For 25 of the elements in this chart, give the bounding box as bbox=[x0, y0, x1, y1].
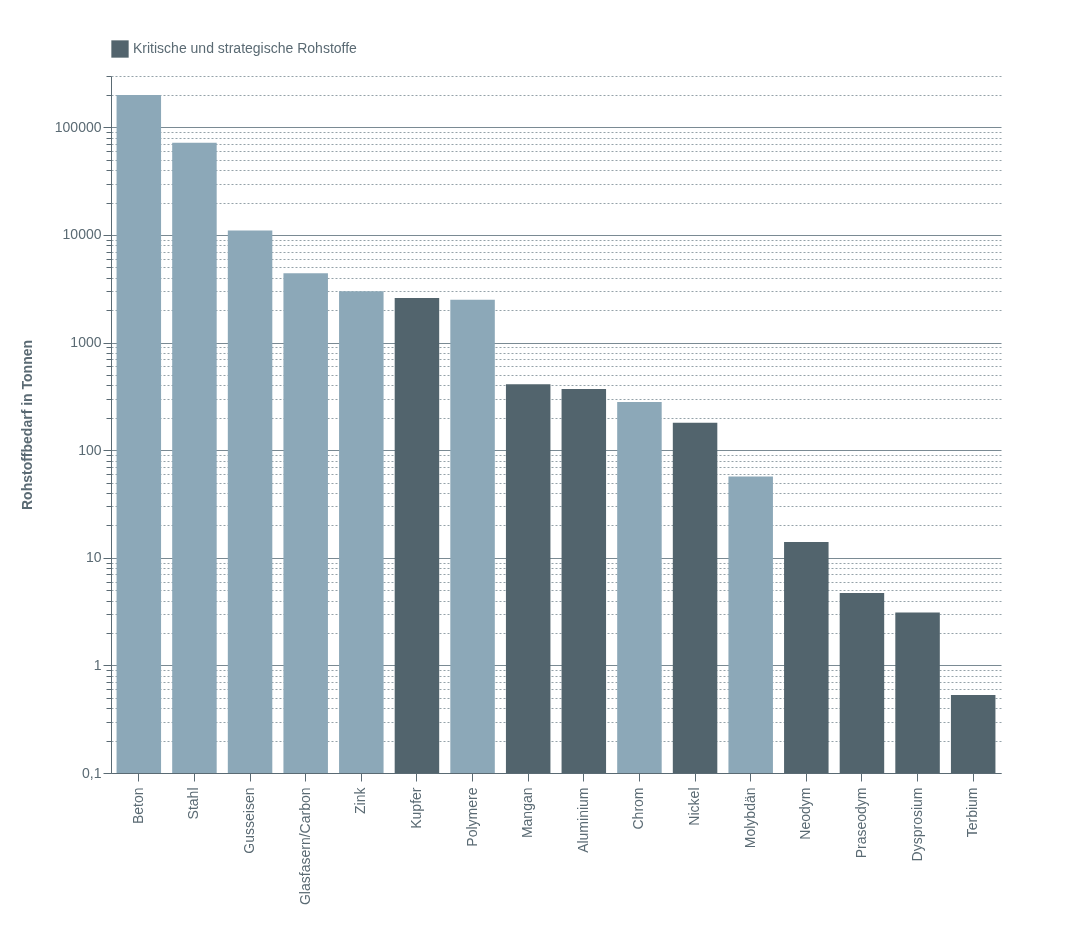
x-tick-label: Neodym bbox=[797, 787, 814, 840]
x-tick-label: Beton bbox=[129, 787, 146, 825]
x-tick-label: Praseodym bbox=[852, 787, 869, 859]
x-tick-label: Dysprosium bbox=[908, 787, 925, 862]
y-tick-label: 100 bbox=[78, 441, 102, 458]
x-tick-label: Gusseisen bbox=[241, 787, 258, 854]
y-tick-label: 10 bbox=[85, 549, 102, 566]
y-tick-label: 0,1 bbox=[82, 764, 102, 781]
y-tick-label: 1 bbox=[93, 656, 102, 673]
x-tick-label: Stahl bbox=[185, 787, 202, 820]
legend-label: Kritische und strategische Rohstoffe bbox=[133, 40, 358, 56]
x-tick-label: Kupfer bbox=[407, 787, 424, 829]
y-tick-label: 10000 bbox=[62, 226, 102, 243]
y-axis-title: Rohstoffbedarf in Tonnen bbox=[18, 339, 35, 511]
x-tick-label: Molybdän bbox=[741, 787, 758, 849]
y-tick-label: 1000 bbox=[70, 334, 102, 351]
x-tick-label: Polymere bbox=[463, 787, 480, 847]
x-tick-label: Terbium bbox=[964, 787, 981, 838]
x-tick-label: Mangan bbox=[519, 787, 536, 839]
x-tick-label: Glasfasern/Carbon bbox=[296, 787, 313, 906]
x-tick-label: Nickel bbox=[686, 787, 703, 826]
x-tick-label: Chrom bbox=[630, 787, 647, 830]
y-tick-label: 100000 bbox=[54, 118, 102, 135]
x-tick-label: Aluminium bbox=[574, 787, 591, 853]
x-tick-label: Zink bbox=[352, 786, 369, 814]
